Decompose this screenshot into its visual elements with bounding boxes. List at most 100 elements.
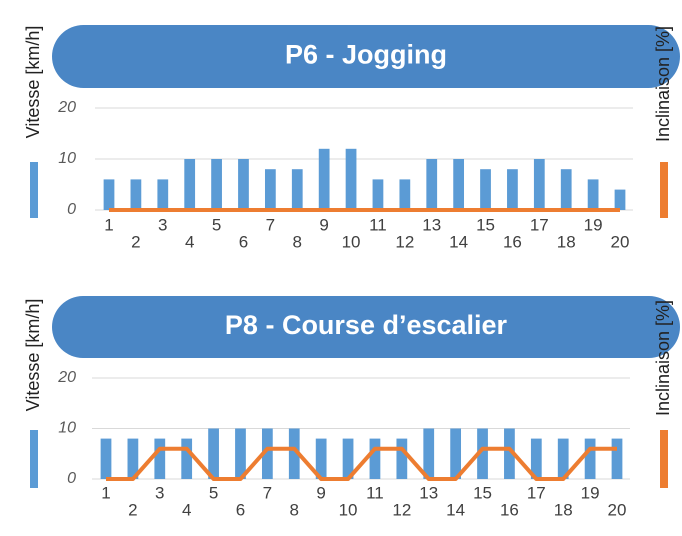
bar <box>399 179 411 210</box>
bar <box>584 438 596 479</box>
x-tick-label: 6 <box>236 500 245 519</box>
bar <box>369 438 381 479</box>
x-tick-label: 16 <box>503 232 522 251</box>
bar <box>238 159 249 210</box>
x-tick-label: 2 <box>128 500 137 519</box>
bar <box>288 428 300 479</box>
bar <box>342 438 354 479</box>
bar <box>504 428 515 479</box>
x-tick-label: 18 <box>557 232 576 251</box>
bar <box>557 438 569 479</box>
bar <box>208 428 219 479</box>
x-tick-label: 3 <box>155 483 164 502</box>
title-banner <box>52 25 680 88</box>
chart-title: P6 - Jogging <box>285 40 447 70</box>
x-tick-label: 13 <box>419 483 438 502</box>
title-banner <box>52 296 680 358</box>
bar <box>130 179 142 210</box>
x-tick-label: 2 <box>131 232 140 251</box>
legend-swatch <box>660 430 668 488</box>
bar <box>315 438 327 479</box>
bar <box>235 428 246 479</box>
legend-label: Vitesse [km/h] <box>23 299 43 412</box>
bar <box>450 428 462 479</box>
bar <box>261 428 273 479</box>
x-tick-label: 10 <box>339 500 358 519</box>
bar <box>157 179 169 210</box>
x-tick-label: 10 <box>342 232 361 251</box>
x-tick-label: 20 <box>611 232 630 251</box>
x-tick-label: 4 <box>185 232 194 251</box>
x-tick-label: 12 <box>392 500 411 519</box>
bar <box>426 159 438 210</box>
bar <box>318 148 330 210</box>
x-tick-label: 5 <box>212 215 221 234</box>
x-tick-label: 17 <box>530 215 549 234</box>
bar <box>264 169 276 210</box>
bar <box>587 179 599 210</box>
x-tick-label: 11 <box>366 483 384 502</box>
x-tick-label: 7 <box>263 483 272 502</box>
x-tick-label: 14 <box>446 500 465 519</box>
bar <box>480 169 491 210</box>
x-tick-label: 19 <box>584 215 603 234</box>
legend-swatch <box>30 162 38 218</box>
y-tick-label: 20 <box>57 369 76 386</box>
bar <box>103 179 115 210</box>
x-tick-label: 20 <box>608 500 627 519</box>
bar <box>453 159 465 210</box>
bar <box>423 428 435 479</box>
x-tick-label: 8 <box>293 232 302 251</box>
x-tick-label: 15 <box>473 483 492 502</box>
x-tick-label: 9 <box>316 483 325 502</box>
y-tick-label: 0 <box>67 201 76 218</box>
bar <box>560 169 572 210</box>
x-tick-label: 5 <box>209 483 218 502</box>
y-tick-label: 10 <box>58 420 76 437</box>
bar <box>530 438 542 479</box>
bar <box>533 159 545 210</box>
line-series <box>106 446 617 481</box>
bar <box>291 169 303 210</box>
x-tick-label: 6 <box>239 232 248 251</box>
x-tick-label: 11 <box>369 215 387 234</box>
y-tick-label: 0 <box>67 470 76 487</box>
bar <box>396 438 408 479</box>
bar <box>372 179 384 210</box>
legend-swatch <box>660 162 668 218</box>
bar <box>345 148 357 210</box>
bar <box>507 169 518 210</box>
x-tick-label: 13 <box>422 215 441 234</box>
legend-label: Inclinaison [%] <box>653 300 673 416</box>
bar <box>184 159 196 210</box>
x-tick-label: 15 <box>476 215 495 234</box>
x-tick-label: 16 <box>500 500 519 519</box>
legend-label: Inclinaison [%] <box>653 26 673 142</box>
bar <box>477 428 488 479</box>
x-tick-label: 4 <box>182 500 191 519</box>
x-tick-label: 1 <box>101 483 110 502</box>
x-tick-label: 17 <box>527 483 546 502</box>
x-tick-label: 9 <box>319 215 328 234</box>
x-tick-label: 18 <box>554 500 573 519</box>
bar <box>614 189 626 210</box>
chart-title: P8 - Course d’escalier <box>225 310 508 340</box>
y-tick-label: 20 <box>57 99 76 116</box>
x-tick-label: 1 <box>104 215 113 234</box>
bar <box>127 438 139 479</box>
bar <box>181 438 193 479</box>
legend-swatch <box>30 430 38 488</box>
x-tick-label: 3 <box>158 215 167 234</box>
x-tick-label: 8 <box>290 500 299 519</box>
y-tick-label: 10 <box>58 150 76 167</box>
x-tick-label: 7 <box>266 215 275 234</box>
bar <box>100 438 112 479</box>
legend-label: Vitesse [km/h] <box>23 26 43 139</box>
x-tick-label: 14 <box>449 232 468 251</box>
bar <box>211 159 222 210</box>
bar <box>611 438 623 479</box>
x-tick-label: 19 <box>581 483 600 502</box>
x-tick-label: 12 <box>395 232 414 251</box>
bar <box>154 438 166 479</box>
